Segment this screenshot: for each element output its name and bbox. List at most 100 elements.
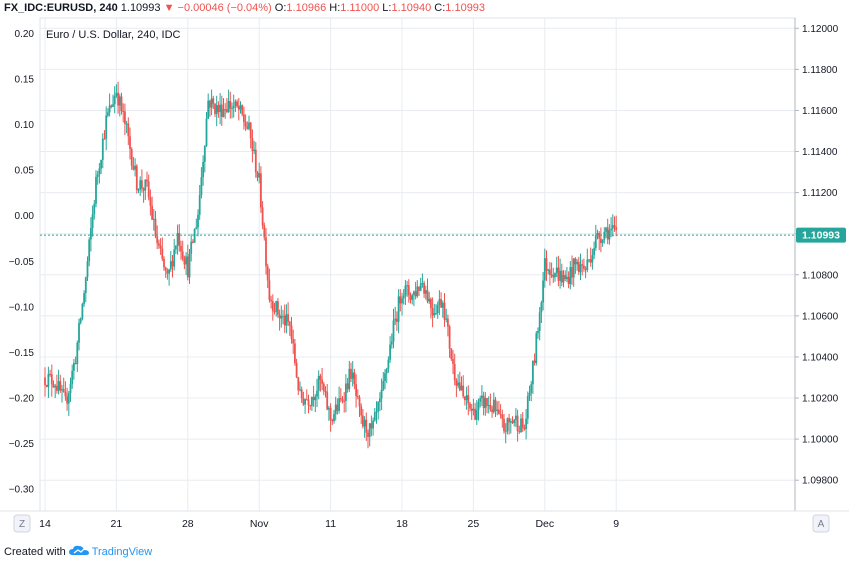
candle-body xyxy=(309,405,312,407)
candle-body xyxy=(589,259,592,263)
candle-body xyxy=(341,399,344,401)
candle-body xyxy=(96,174,99,177)
last-price-tag-text: 1.10993 xyxy=(802,230,840,242)
candle-body xyxy=(518,431,521,433)
candle-body xyxy=(127,123,130,137)
candle-body xyxy=(547,269,550,271)
candle-body xyxy=(49,373,51,375)
candle-body xyxy=(458,382,461,391)
candle-body xyxy=(390,341,393,345)
candle-body xyxy=(402,295,405,299)
candle-body xyxy=(605,227,607,233)
candle-body xyxy=(365,419,368,433)
candle-body xyxy=(152,218,155,220)
candle-body xyxy=(362,415,364,427)
candle-body xyxy=(246,126,249,129)
auto-scale-left-button[interactable] xyxy=(13,514,31,533)
candle-body xyxy=(436,304,439,313)
candle-body xyxy=(311,397,313,406)
candle-body xyxy=(180,245,182,252)
candle-body xyxy=(300,389,303,399)
price-axis-label: 1.12000 xyxy=(802,24,839,35)
candle-body xyxy=(290,325,293,339)
candle-body xyxy=(549,269,551,275)
candle-body xyxy=(203,145,206,162)
candle-body xyxy=(496,409,499,412)
price-axis-label: 1.10600 xyxy=(802,311,839,322)
candle-body xyxy=(504,431,507,433)
candle-body xyxy=(452,358,454,364)
candle-body xyxy=(472,408,475,411)
candle-body xyxy=(474,408,476,420)
candle-body xyxy=(598,233,601,239)
candle-body xyxy=(392,320,395,342)
candle-body xyxy=(302,398,305,405)
candle-body xyxy=(610,228,612,231)
percent-axis[interactable]: 0.20 0.15 0.10 0.05 0.00 −0.05 −0.10 −0.15 −0.20… xyxy=(9,29,35,496)
candle-body xyxy=(220,104,223,117)
candle-body xyxy=(103,138,106,140)
candle-body xyxy=(319,375,322,380)
candle-body xyxy=(161,248,164,259)
candle-body xyxy=(460,385,463,391)
candle-body xyxy=(71,370,74,385)
candle-body xyxy=(406,285,408,287)
candle-body xyxy=(329,407,332,420)
candle-body xyxy=(492,399,495,413)
candle-body xyxy=(222,109,225,117)
candle-body xyxy=(248,122,250,129)
candle-body xyxy=(367,432,369,437)
candle-body xyxy=(287,314,289,322)
candle-body xyxy=(450,348,453,359)
price-axis[interactable]: 1.120001.118001.116001.114001.112001.110… xyxy=(795,24,839,487)
candle-body xyxy=(156,236,159,244)
candle-body xyxy=(151,205,153,220)
candle-body xyxy=(84,277,87,294)
candle-body xyxy=(487,405,490,407)
candle-body xyxy=(205,118,208,146)
candle-body xyxy=(254,149,257,173)
candle-body xyxy=(355,384,357,397)
candle-body xyxy=(73,362,75,371)
time-axis-label: 9 xyxy=(613,518,619,530)
candle-body xyxy=(288,321,291,326)
candle-body xyxy=(299,389,301,391)
candle-body xyxy=(175,245,177,250)
open-value: 1.10966 xyxy=(286,2,327,14)
candle-body xyxy=(603,232,606,240)
tradingview-link[interactable]: TradingView xyxy=(91,546,153,558)
candle-body xyxy=(375,411,378,413)
price-chart[interactable]: Euro / U.S. Dollar, 240, IDC 1.12000 1.11… xyxy=(0,0,849,541)
candle-body xyxy=(423,283,425,294)
candle-body xyxy=(283,315,286,326)
candle-body xyxy=(569,267,572,284)
candle-body xyxy=(414,291,417,297)
candle-body xyxy=(273,311,276,313)
auto-scale-right-button[interactable] xyxy=(812,514,830,533)
candle-body xyxy=(554,272,556,278)
candle-body xyxy=(489,405,492,410)
candle-body xyxy=(574,258,577,265)
candle-body xyxy=(418,286,420,291)
candle-body xyxy=(426,290,429,302)
candle-body xyxy=(122,111,125,113)
candle-body xyxy=(56,385,58,391)
candle-body xyxy=(501,414,504,419)
symbol-name[interactable]: FX_IDC:EURUSD, 240 xyxy=(4,2,118,14)
candle-body xyxy=(328,407,330,410)
percent-axis-label: −0.30 xyxy=(9,485,35,496)
candle-body xyxy=(176,232,179,246)
candle-body xyxy=(464,396,466,401)
last-price: 1.10993 xyxy=(120,2,161,14)
price-axis-label: 1.11400 xyxy=(802,147,838,158)
candle-body xyxy=(525,418,527,430)
plot-area[interactable] xyxy=(39,17,796,512)
candle-body xyxy=(93,203,96,215)
candle-body xyxy=(193,229,196,243)
candle-body xyxy=(430,298,432,308)
candle-body xyxy=(224,109,227,111)
candle-body xyxy=(66,396,68,404)
time-axis[interactable]: 14 21 28 Nov 11 18 25 Dec 9 xyxy=(39,518,619,530)
candle-body xyxy=(321,379,323,384)
candle-body xyxy=(129,136,131,149)
